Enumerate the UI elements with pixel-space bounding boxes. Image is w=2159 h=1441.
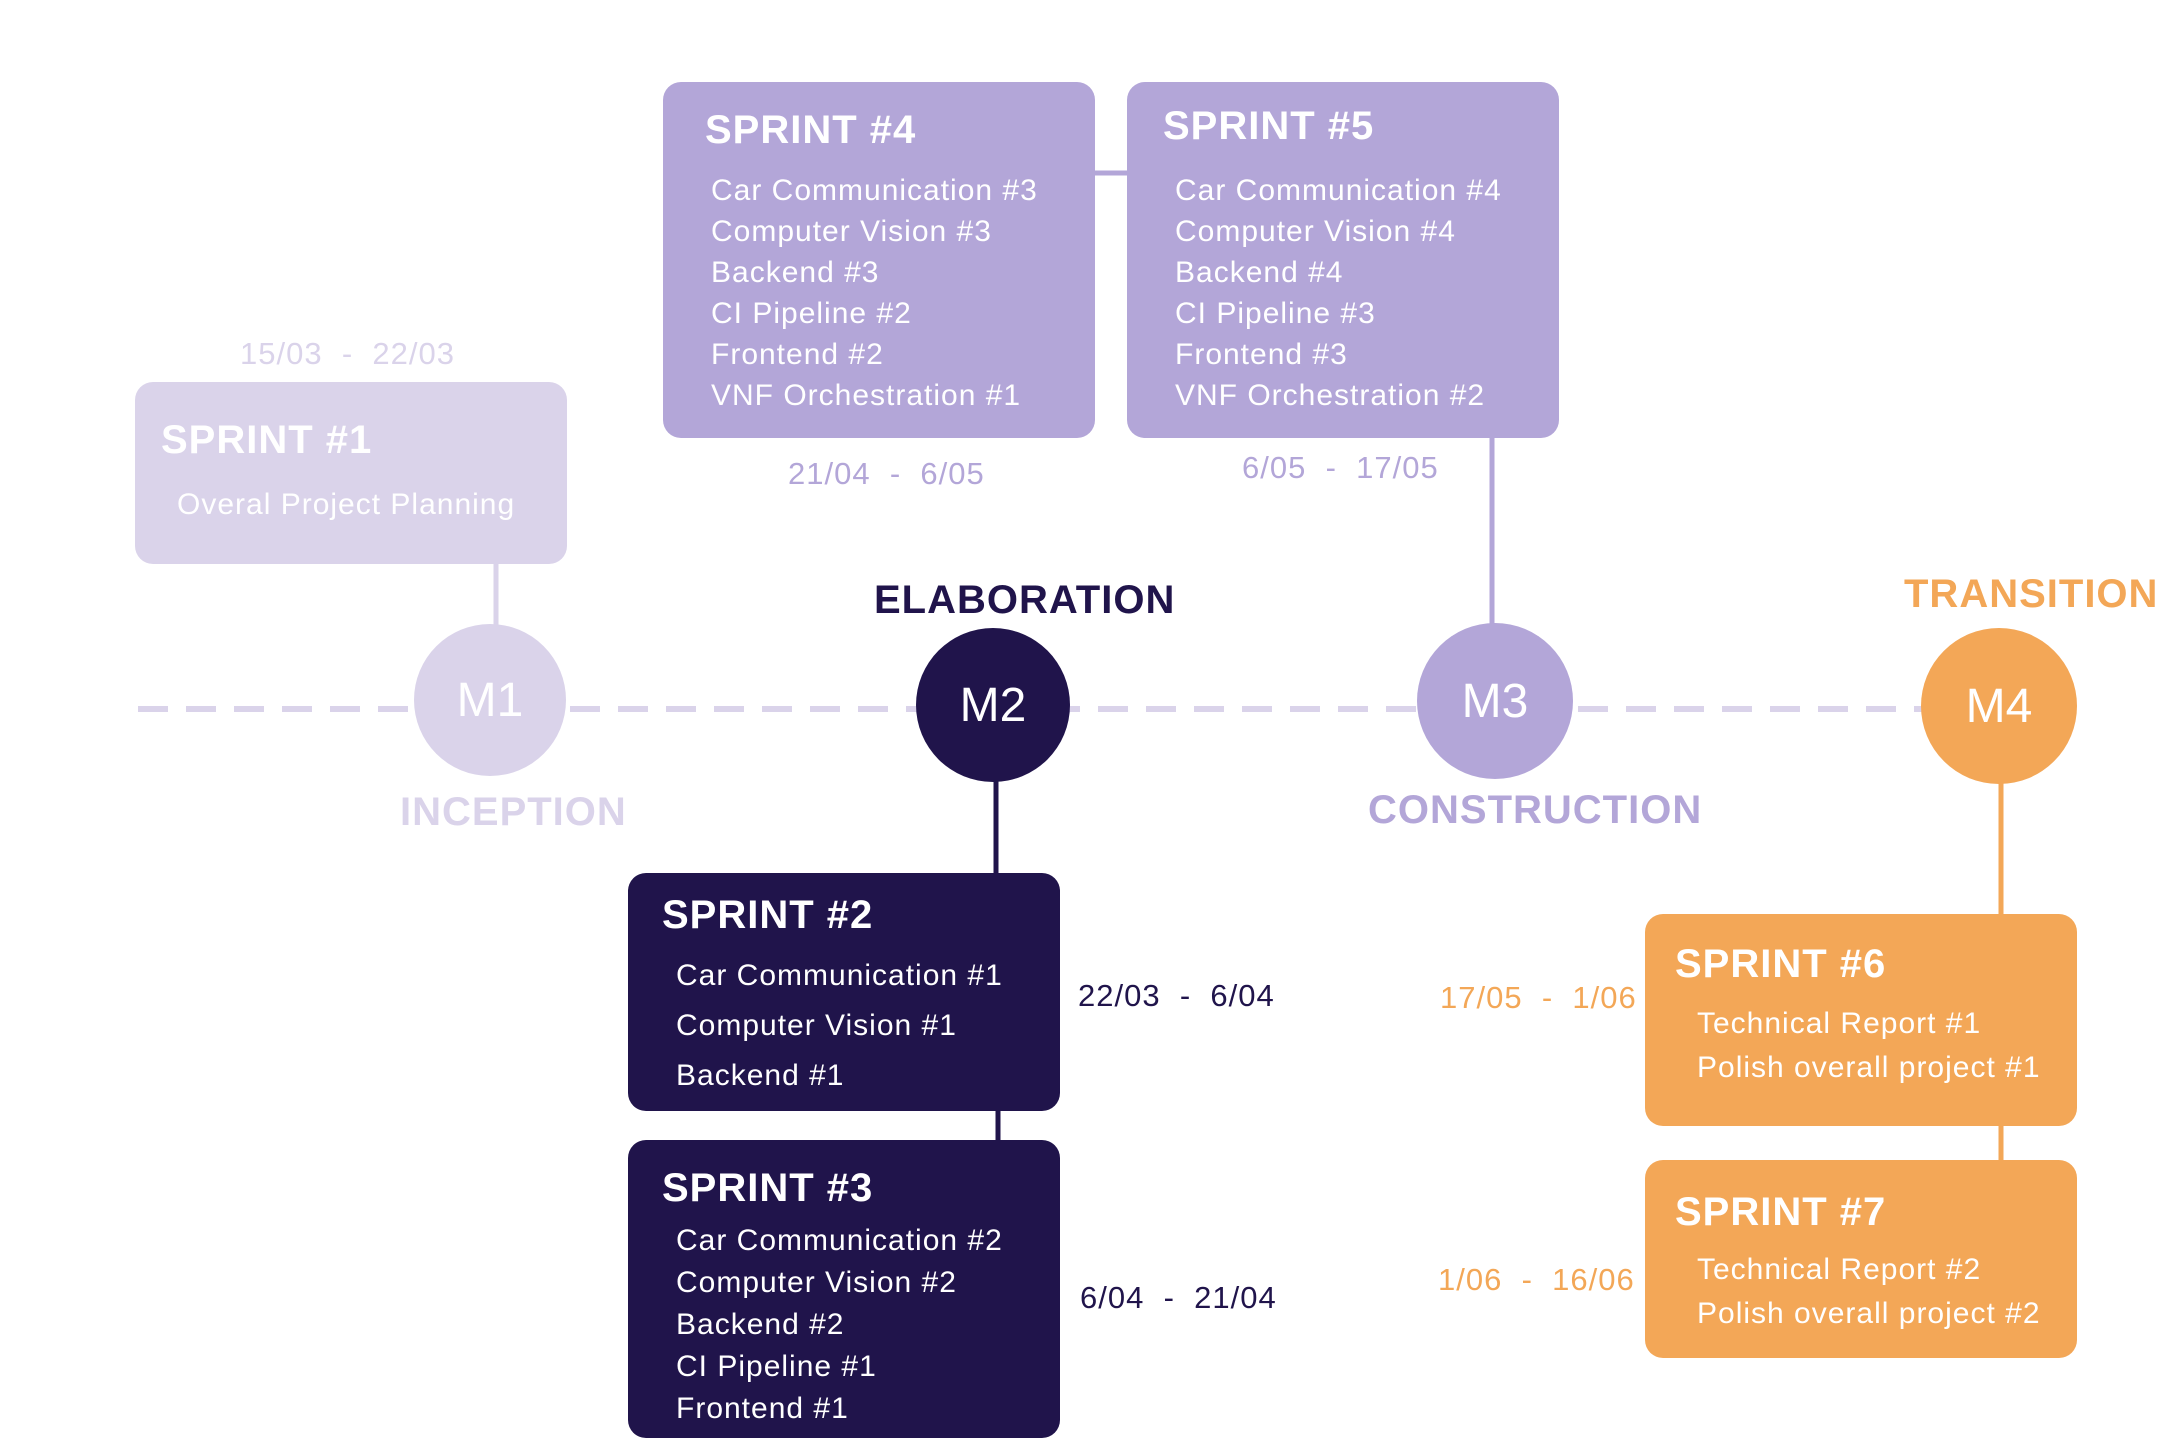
sprint-1-items: Overal Project Planning	[177, 484, 515, 526]
sprint-2-card: SPRINT #2 Car Communication #1 Computer …	[628, 873, 1060, 1111]
sprint-4-dates: 21/04 - 6/05	[788, 456, 985, 491]
milestone-m2-label: M2	[959, 678, 1027, 732]
sprint-6-dates: 17/05 - 1/06	[1440, 980, 1637, 1015]
sprint-6-card: SPRINT #6 Technical Report #1 Polish ove…	[1645, 914, 2077, 1126]
list-item: Computer Vision #4	[1175, 215, 1456, 248]
sprint-6-title: SPRINT #6	[1675, 942, 1887, 986]
milestone-m2: M2	[916, 628, 1070, 782]
list-item: Backend #4	[1175, 256, 1344, 289]
list-item: CI Pipeline #2	[711, 297, 912, 330]
milestone-m4: M4	[1921, 628, 2077, 784]
sprint-4-items: Car Communication #3 Computer Vision #3 …	[711, 170, 1038, 416]
list-item: Backend #2	[676, 1308, 845, 1341]
sprint-1-card: SPRINT #1 Overal Project Planning	[135, 382, 567, 564]
phase-label-inception: INCEPTION	[400, 790, 627, 834]
milestone-m1-label: M1	[456, 673, 524, 727]
sprint-2-dates: 22/03 - 6/04	[1078, 978, 1275, 1013]
sprint-5-dates: 6/05 - 17/05	[1242, 450, 1439, 485]
list-item: Backend #1	[676, 1059, 845, 1092]
phase-label-elaboration: ELABORATION	[874, 578, 1176, 622]
list-item: Frontend #2	[711, 338, 884, 371]
phase-label-construction: CONSTRUCTION	[1368, 788, 1703, 832]
list-item: Computer Vision #1	[676, 1009, 957, 1042]
sprint-1-title: SPRINT #1	[161, 418, 373, 462]
list-item: Polish overall project #2	[1697, 1297, 2041, 1330]
sprint-4-title: SPRINT #4	[705, 108, 917, 152]
sprint-3-dates: 6/04 - 21/04	[1080, 1280, 1277, 1315]
milestone-m3: M3	[1417, 623, 1573, 779]
milestone-m1: M1	[414, 624, 566, 776]
list-item: Backend #3	[711, 256, 880, 289]
sprint-7-card: SPRINT #7 Technical Report #2 Polish ove…	[1645, 1160, 2077, 1358]
sprint-1-dates: 15/03 - 22/03	[240, 336, 455, 371]
milestone-m3-label: M3	[1461, 674, 1529, 728]
sprint-3-items: Car Communication #2 Computer Vision #2 …	[676, 1220, 1003, 1430]
sprint-7-dates: 1/06 - 16/06	[1438, 1262, 1635, 1297]
list-item: VNF Orchestration #2	[1175, 379, 1486, 412]
list-item: Frontend #3	[1175, 338, 1348, 371]
list-item: Frontend #1	[676, 1392, 849, 1425]
sprint-5-items: Car Communication #4 Computer Vision #4 …	[1175, 170, 1502, 416]
list-item: Technical Report #2	[1697, 1253, 1982, 1286]
sprint-2-items: Car Communication #1 Computer Vision #1 …	[676, 951, 1003, 1101]
sprint-3-card: SPRINT #3 Car Communication #2 Computer …	[628, 1140, 1060, 1438]
list-item: Computer Vision #2	[676, 1266, 957, 1299]
list-item: Car Communication #4	[1175, 174, 1502, 207]
list-item: Computer Vision #3	[711, 215, 992, 248]
list-item: Technical Report #1	[1697, 1007, 1982, 1040]
phase-label-transition: TRANSITION	[1904, 572, 2159, 616]
sprint-5-card: SPRINT #5 Car Communication #4 Computer …	[1127, 82, 1559, 438]
list-item: Car Communication #2	[676, 1224, 1003, 1257]
list-item: Overal Project Planning	[177, 488, 516, 521]
list-item: Car Communication #3	[711, 174, 1038, 207]
list-item: VNF Orchestration #1	[711, 379, 1022, 412]
sprint-4-card: SPRINT #4 Car Communication #3 Computer …	[663, 82, 1095, 438]
sprint-2-title: SPRINT #2	[662, 893, 874, 937]
sprint-7-items: Technical Report #2 Polish overall proje…	[1697, 1248, 2041, 1336]
list-item: CI Pipeline #3	[1175, 297, 1376, 330]
sprint-3-title: SPRINT #3	[662, 1166, 874, 1210]
sprint-6-items: Technical Report #1 Polish overall proje…	[1697, 1002, 2041, 1090]
list-item: CI Pipeline #1	[676, 1350, 877, 1383]
list-item: Polish overall project #1	[1697, 1051, 2041, 1084]
sprint-7-title: SPRINT #7	[1675, 1190, 1887, 1234]
list-item: Car Communication #1	[676, 959, 1003, 992]
milestone-m4-label: M4	[1965, 679, 2033, 733]
sprint-5-title: SPRINT #5	[1163, 104, 1375, 148]
